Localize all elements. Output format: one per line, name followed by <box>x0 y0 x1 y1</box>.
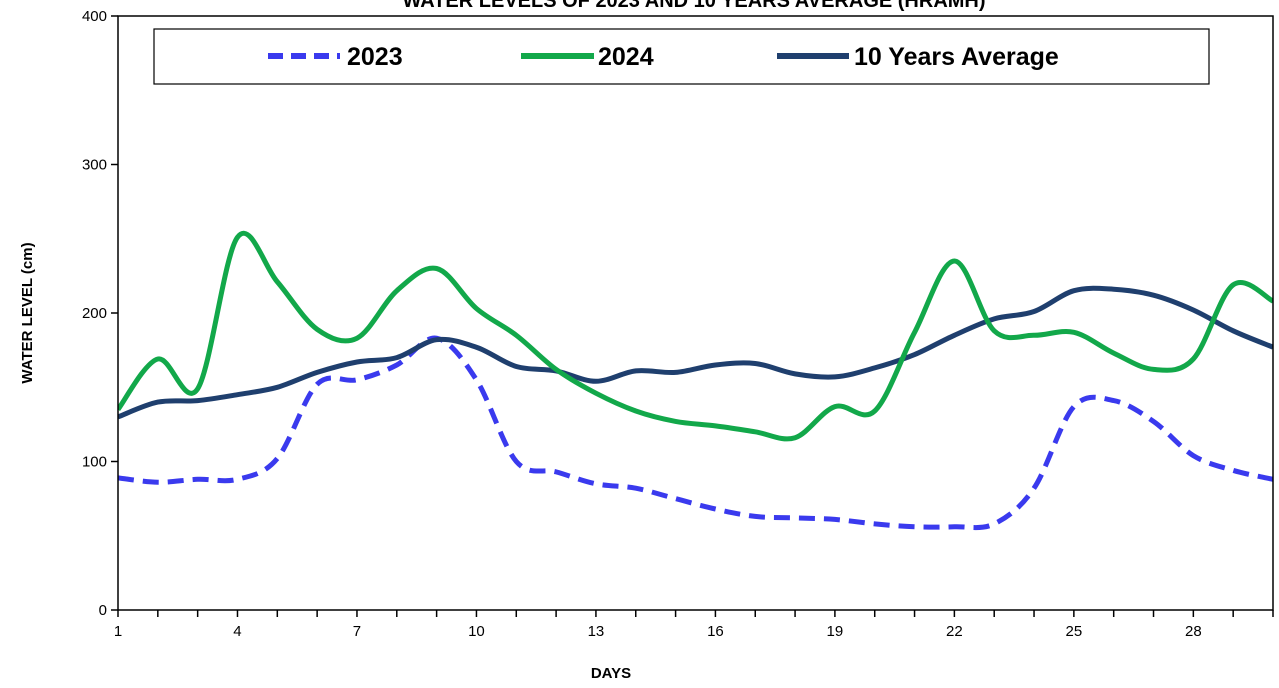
legend-box <box>153 28 1210 85</box>
y-tick-label: 400 <box>82 8 107 25</box>
y-tick-label: 100 <box>82 454 107 471</box>
x-axis-ticks: 1 4 7 10 13 16 19 22 25 28 <box>114 610 1274 640</box>
x-tick-label: 16 <box>707 623 724 640</box>
series-line-10-years-average <box>118 285 1273 420</box>
series-line-2023 <box>118 335 1273 531</box>
x-tick-label: 25 <box>1066 623 1083 640</box>
x-axis-title: DAYS <box>591 665 631 682</box>
x-tick-label: 1 <box>114 623 122 640</box>
x-tick-label: 28 <box>1185 623 1202 640</box>
legend-label-10-years-average: 10 Years Average <box>854 43 1059 71</box>
series-layer <box>118 231 1273 531</box>
x-tick-label: 19 <box>827 623 844 640</box>
legend-label-2023: 2023 <box>347 43 403 71</box>
chart-title: WATER LEVELS OF 2023 AND 10 YEARS AVERAG… <box>402 0 985 12</box>
legend-label-2024: 2024 <box>598 43 654 71</box>
y-tick-label: 0 <box>99 602 107 619</box>
x-tick-label: 10 <box>468 623 485 640</box>
x-tick-label: 4 <box>233 623 241 640</box>
series-line-2024 <box>118 231 1273 442</box>
legend: 2023 2024 10 Years Average <box>153 28 1210 85</box>
y-tick-label: 300 <box>82 157 107 174</box>
y-tick-label: 200 <box>82 305 107 322</box>
y-axis-ticks: 0 100 200 300 400 <box>82 8 118 619</box>
x-tick-label: 22 <box>946 623 963 640</box>
x-tick-label: 13 <box>588 623 605 640</box>
plot-frame <box>117 15 1274 611</box>
y-axis-title: WATER LEVEL (cm) <box>19 242 36 383</box>
x-tick-label: 7 <box>353 623 361 640</box>
